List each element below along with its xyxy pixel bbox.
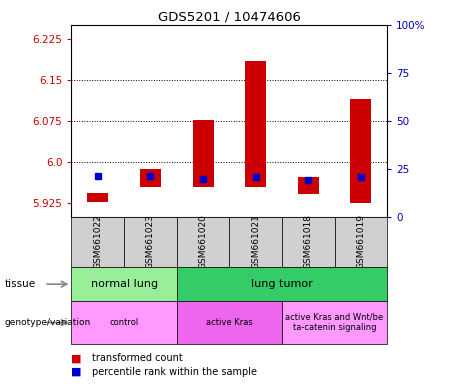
Bar (140, 169, 161, 187)
Text: percentile rank within the sample: percentile rank within the sample (92, 367, 257, 377)
Bar (350, 99, 372, 203)
Text: ■: ■ (71, 367, 82, 377)
Text: GSM661022: GSM661022 (93, 215, 102, 269)
Bar (124, 217, 177, 267)
Bar (177, 301, 282, 344)
Bar (87, 194, 108, 202)
Text: lung tumor: lung tumor (251, 279, 313, 289)
Text: GSM661019: GSM661019 (356, 214, 366, 270)
Bar (282, 217, 335, 267)
Bar (245, 61, 266, 187)
Bar (177, 267, 387, 301)
Bar (335, 217, 387, 267)
Title: GDS5201 / 10474606: GDS5201 / 10474606 (158, 11, 301, 24)
Text: GSM661023: GSM661023 (146, 215, 155, 269)
Text: active Kras and Wnt/be
ta-catenin signaling: active Kras and Wnt/be ta-catenin signal… (285, 313, 384, 332)
Bar (282, 301, 387, 344)
Text: control: control (109, 318, 139, 327)
Text: GSM661018: GSM661018 (304, 214, 313, 270)
Text: transformed count: transformed count (92, 353, 183, 363)
Bar (71, 217, 124, 267)
Text: genotype/variation: genotype/variation (5, 318, 91, 327)
Text: ■: ■ (71, 353, 82, 363)
Text: GSM661020: GSM661020 (199, 215, 207, 269)
Bar (71, 301, 177, 344)
Text: tissue: tissue (5, 279, 36, 289)
Bar (193, 121, 213, 187)
Bar (71, 267, 177, 301)
Text: active Kras: active Kras (206, 318, 253, 327)
Text: GSM661021: GSM661021 (251, 215, 260, 269)
Text: normal lung: normal lung (90, 279, 158, 289)
Bar (229, 217, 282, 267)
Bar (177, 217, 229, 267)
Bar (298, 177, 319, 194)
